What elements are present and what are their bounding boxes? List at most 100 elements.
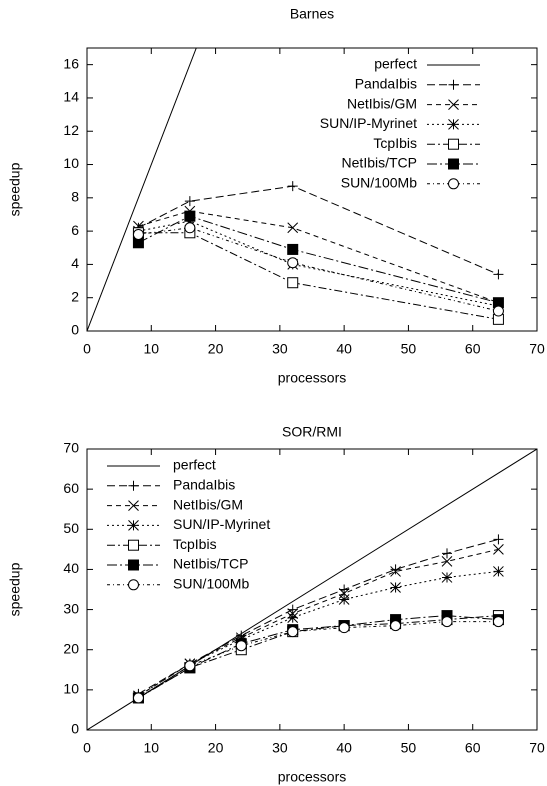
y-tick-label: 2 [71, 288, 79, 304]
y-tick-label: 10 [63, 681, 79, 697]
legend-label: perfect [374, 56, 417, 72]
series-line [138, 615, 499, 699]
series-line [138, 232, 499, 320]
series-line [138, 227, 499, 312]
marker [493, 566, 504, 577]
marker [287, 626, 299, 638]
legend-label: TcpIbis [373, 135, 417, 151]
x-tick-label: 10 [143, 740, 159, 756]
marker [493, 534, 504, 545]
chart: SOR/RMI processors speedup 0 10 20 30 40 50 60 70 0… [7, 424, 545, 785]
marker [184, 196, 195, 207]
marker [128, 480, 139, 491]
marker [448, 119, 459, 130]
x-axis-label: processors [278, 370, 346, 386]
x-tick-label: 30 [272, 341, 288, 357]
y-tick-label: 50 [63, 520, 79, 536]
marker [390, 620, 402, 632]
marker [448, 158, 459, 170]
legend-label: NetIbis/GM [347, 95, 417, 111]
x-axis-label: processors [278, 769, 346, 785]
y-axis-label: speedup [7, 162, 23, 216]
marker [128, 559, 139, 571]
y-tick-label: 0 [71, 322, 79, 338]
marker [441, 556, 453, 567]
legend: perfect PandaIbis NetIbis/GM SUN/IP-Myrinet… [320, 56, 480, 191]
marker [492, 616, 504, 628]
y-tick-label: 10 [63, 155, 79, 171]
legend-label: SUN/100Mb [173, 576, 249, 592]
plot-area [87, 449, 537, 730]
chart-title: Barnes [290, 6, 334, 22]
y-tick-label: 30 [63, 600, 79, 616]
y-tick-label: 8 [71, 189, 79, 205]
x-tick-label: 60 [465, 740, 481, 756]
plot-frame [86, 47, 538, 332]
marker [128, 520, 139, 531]
legend-label: perfect [173, 457, 216, 473]
x-tick-label: 20 [208, 740, 224, 756]
y-tick-label: 12 [63, 122, 79, 138]
marker [287, 612, 299, 623]
marker [132, 692, 144, 704]
marker [128, 579, 139, 591]
y-tick-label: 0 [71, 721, 79, 737]
y-tick-label: 60 [63, 480, 79, 496]
y-tick-label: 16 [63, 55, 79, 71]
series-line [138, 185, 499, 275]
legend-label: NetIbis/GM [173, 496, 243, 512]
plot-area [87, 48, 504, 331]
marker [132, 228, 144, 240]
y-tick-label: 20 [63, 640, 79, 656]
x-tick-label: 40 [336, 740, 352, 756]
x-tick-label: 10 [143, 341, 159, 357]
x-tick-label: 50 [401, 740, 417, 756]
marker [441, 572, 453, 583]
marker [390, 566, 401, 577]
y-tick-label: 14 [63, 89, 79, 105]
legend: perfect PandaIbis NetIbis/GM SUN/IP-Myrinet… [107, 457, 270, 592]
series-line [138, 548, 499, 697]
marker [184, 660, 196, 672]
x-tick-label: 30 [272, 740, 288, 756]
marker [448, 138, 459, 150]
y-tick-label: 40 [63, 560, 79, 576]
marker [338, 622, 350, 634]
x-tick-label: 0 [83, 341, 91, 357]
y-tick-label: 70 [63, 440, 79, 456]
legend-label: PandaIbis [355, 76, 417, 92]
marker [441, 616, 453, 628]
series-line [87, 449, 537, 730]
legend-label: SUN/100Mb [341, 175, 417, 191]
chart-title: SOR/RMI [282, 424, 342, 440]
marker [442, 548, 452, 559]
marker [235, 640, 247, 652]
marker [287, 222, 299, 234]
legend-label: NetIbis/TCP [173, 556, 248, 572]
marker [287, 181, 298, 192]
marker [184, 210, 196, 222]
legend-label: NetIbis/TCP [342, 155, 417, 171]
marker [493, 544, 504, 555]
marker [287, 277, 299, 289]
plot-frame [86, 448, 538, 731]
x-tick-label: 70 [529, 341, 545, 357]
x-tick-label: 40 [336, 341, 352, 357]
marker [448, 79, 459, 90]
y-tick-label: 4 [71, 255, 79, 271]
y-axis-label: speedup [7, 562, 23, 616]
marker [287, 243, 299, 255]
x-tick-label: 20 [208, 341, 224, 357]
series-line [138, 215, 499, 304]
marker [448, 178, 459, 190]
legend-label: SUN/IP-Myrinet [320, 115, 417, 131]
series-line [138, 621, 499, 699]
marker [338, 594, 350, 605]
x-tick-label: 50 [401, 341, 417, 357]
legend-label: TcpIbis [173, 536, 217, 552]
chart: Barnes processors speedup 0 10 20 30 40 50 60 70 0 2… [7, 6, 545, 386]
marker [448, 99, 459, 110]
legend-label: SUN/IP-Myrinet [173, 516, 270, 532]
series-line [138, 538, 499, 695]
